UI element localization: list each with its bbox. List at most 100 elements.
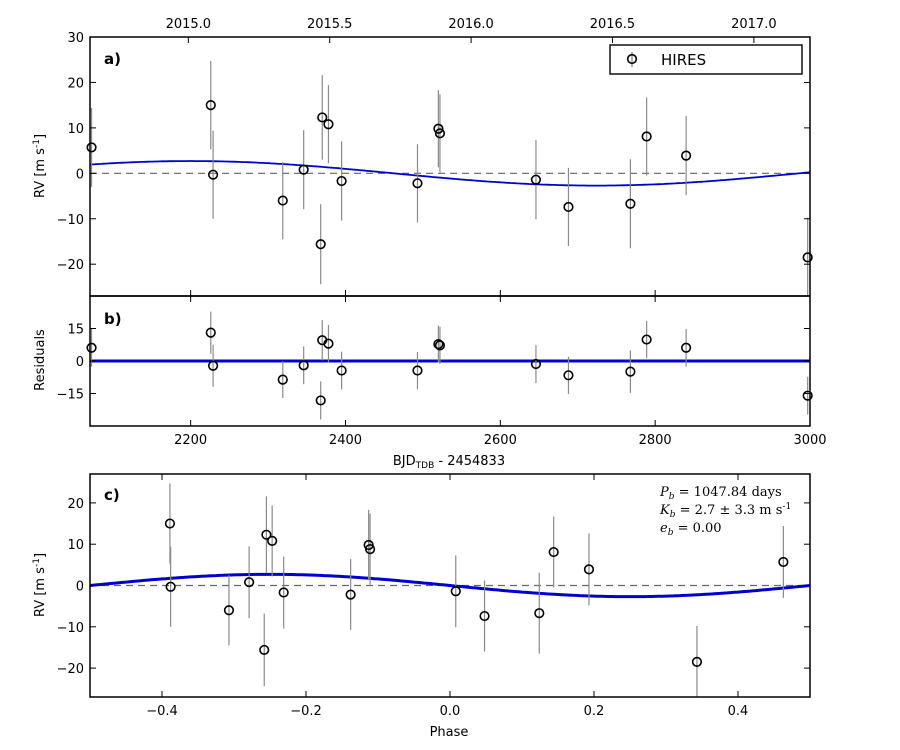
legend: HIRES bbox=[609, 44, 803, 75]
panel-b-frame bbox=[89, 295, 811, 427]
panel-c-letter: c) bbox=[104, 486, 120, 504]
panel-a-data-point bbox=[336, 175, 347, 187]
fit-parameters: Pb = 1047.84 days Kb = 2.7 ± 3.3 m s-1 e… bbox=[659, 485, 791, 538]
panel-c-data-point bbox=[548, 546, 559, 558]
panel-b-data-point bbox=[205, 327, 216, 338]
panel-c-data-point bbox=[534, 608, 545, 619]
panel-c-data-point bbox=[244, 577, 255, 588]
eccentricity-annotation: eb = 0.00 bbox=[660, 521, 722, 538]
panel-b-data-point bbox=[433, 339, 444, 350]
panel-c-data-point bbox=[165, 581, 176, 592]
panel-c-data-point bbox=[583, 564, 595, 575]
panel-c-data-point bbox=[364, 544, 376, 555]
panel-c-data-point bbox=[259, 644, 270, 656]
panel-a-data-point bbox=[625, 198, 636, 209]
panel-c-ytick-label: 0 bbox=[76, 580, 84, 595]
panel-b-xlabel: BJDTDB - 2454833 bbox=[393, 454, 505, 471]
panel-c-ytick-label: 20 bbox=[67, 497, 84, 512]
panel-a-data-point bbox=[298, 164, 309, 175]
panel-b-xtick-label: 2200 bbox=[174, 433, 207, 448]
panel-a-data-point bbox=[317, 112, 328, 123]
panel-a-data-point bbox=[323, 119, 334, 130]
panel-a-top-tick-label: 2015.0 bbox=[166, 17, 212, 32]
panel-c-ytick-label: −10 bbox=[57, 621, 84, 636]
panel-c-data-point bbox=[261, 529, 272, 540]
panel-b-data-point bbox=[530, 358, 542, 370]
panel-a-top-tick-label: 2016.0 bbox=[448, 17, 494, 32]
panel-a-model-curve bbox=[89, 160, 811, 187]
panel-a-data-point bbox=[315, 239, 326, 250]
panel-c-data-point bbox=[691, 656, 703, 667]
panel-c-data-point bbox=[345, 589, 356, 600]
panel-a: a) RV [m s-1] HIRES bbox=[32, 44, 803, 198]
panel-b-xtick-label: 3000 bbox=[793, 433, 826, 448]
panel-b-data-point bbox=[563, 370, 574, 381]
panel-c-data-point bbox=[778, 556, 789, 568]
panel-a-ytick-label: 10 bbox=[67, 122, 84, 137]
panel-c-data-point bbox=[164, 518, 176, 529]
panel-a-data-point bbox=[86, 142, 97, 153]
period-annotation: Pb = 1047.84 days bbox=[659, 485, 782, 502]
panel-b-ytick-label: 15 bbox=[67, 323, 84, 338]
panel-c-data-point bbox=[479, 610, 490, 622]
panel-c-data-point bbox=[450, 586, 461, 597]
panel-c-frame bbox=[89, 473, 811, 698]
panel-a-data-point bbox=[681, 150, 692, 161]
panel-b-data-point bbox=[298, 360, 309, 371]
panel-b-data-point bbox=[681, 342, 692, 353]
panel-c-xtick-label: −0.4 bbox=[146, 704, 178, 719]
panel-a-data-point bbox=[433, 123, 444, 134]
panel-a-frame bbox=[89, 36, 811, 297]
panel-c-xlabel: Phase bbox=[430, 725, 469, 740]
panel-c-data-point bbox=[278, 587, 289, 598]
legend-box bbox=[609, 44, 803, 75]
panel-a-data-point bbox=[412, 178, 423, 189]
panel-b-data-point bbox=[323, 338, 334, 349]
panel-b-data-point bbox=[336, 365, 347, 376]
panel-c-ylabel: RV [m s-1] bbox=[32, 553, 48, 617]
panel-b-ylabel: Residuals bbox=[33, 329, 48, 391]
panel-c: c) RV [m s-1] Phase Pb = 1047.84 days Kb… bbox=[32, 485, 791, 740]
panel-a-data-point bbox=[277, 195, 288, 206]
panel-c-data-point bbox=[223, 605, 235, 616]
panel-a-data-point bbox=[207, 169, 219, 180]
panel-a-data-point bbox=[641, 131, 652, 142]
panel-b-xtick-label: 2600 bbox=[484, 433, 517, 448]
panel-c-model-curve bbox=[89, 572, 811, 599]
panel-c-xtick-label: 0.0 bbox=[440, 704, 461, 719]
panel-c-ytick-label: −20 bbox=[57, 662, 84, 677]
panel-b-data-point bbox=[86, 342, 97, 353]
panel-b-ytick-label: 0 bbox=[76, 355, 84, 370]
panel-b-ytick-label: −15 bbox=[57, 388, 84, 403]
panel-c-xtick-label: −0.2 bbox=[290, 704, 322, 719]
panel-b-data-point bbox=[802, 390, 813, 401]
panel-a-top-tick-label: 2016.5 bbox=[590, 17, 636, 32]
panel-a-ytick-label: 20 bbox=[67, 76, 84, 91]
panel-a-ytick-label: 0 bbox=[76, 167, 84, 182]
amplitude-annotation: Kb = 2.7 ± 3.3 m s-1 bbox=[659, 502, 791, 520]
panel-a-data-point bbox=[434, 128, 446, 139]
panel-a-ytick-label: −10 bbox=[57, 213, 84, 228]
panel-a-data-point bbox=[802, 252, 813, 263]
panel-a-data-point bbox=[563, 201, 574, 213]
panel-a-top-tick-label: 2015.5 bbox=[307, 17, 353, 32]
panel-b: b) Residuals BJDTDB - 2454833 bbox=[33, 310, 505, 471]
panel-a-data-point bbox=[530, 174, 542, 185]
panel-a-ylabel: RV [m s-1] bbox=[32, 134, 48, 198]
panel-a-data-point bbox=[205, 100, 216, 111]
panel-b-data-point bbox=[277, 374, 288, 385]
panel-b-data-point bbox=[434, 340, 446, 351]
panel-b-data-point bbox=[412, 365, 423, 376]
panel-b-data-point bbox=[625, 366, 636, 377]
panel-b-xtick-label: 2400 bbox=[329, 433, 362, 448]
panel-c-xtick-label: 0.2 bbox=[584, 704, 605, 719]
panel-c-data-point bbox=[267, 535, 278, 547]
panel-c-xtick-label: 0.4 bbox=[728, 704, 749, 719]
panel-a-top-tick-label: 2017.0 bbox=[731, 17, 777, 32]
panel-b-data-point bbox=[641, 334, 652, 345]
panel-c-ytick-label: 10 bbox=[67, 538, 84, 553]
panel-a-ytick-label: −20 bbox=[57, 258, 84, 273]
panel-b-letter: b) bbox=[104, 310, 122, 328]
legend-label: HIRES bbox=[661, 51, 706, 69]
